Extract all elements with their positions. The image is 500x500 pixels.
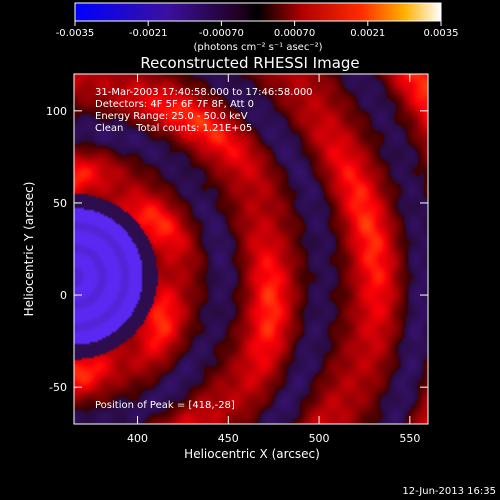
x-axis-label: Heliocentric X (arcsec) [184,447,320,461]
footer-date: 12-Jun-2013 16:35 [402,486,496,497]
y-tick-label: 100 [46,105,67,118]
colorbar-unit-label: (photons cm⁻² s⁻¹ asec⁻²) [193,42,322,53]
heatmap-image [74,74,428,424]
colorbar-tick-label: 0.0021 [350,28,385,39]
colorbar-tick-label: 0.00070 [274,28,315,39]
detectors-label: Detectors: 4F 5F 6F 7F 8F, Att 0 [95,99,254,110]
x-tick-label: 550 [399,432,420,445]
clean-counts-label: Clean Total counts: 1.21E+05 [95,123,252,134]
y-tick-label: -50 [49,381,67,394]
heatmap [74,74,428,424]
colorbar-tick-label: 0.0035 [424,28,459,39]
y-tick-label: 50 [53,197,67,210]
colorbar-tick-label: -0.0035 [56,28,95,39]
time-range-label: 31-Mar-2003 17:40:58.000 to 17:46:58.000 [95,87,313,98]
x-tick-label: 500 [309,432,330,445]
y-tick-label: 0 [60,289,67,302]
chart-title: Reconstructed RHESSI Image [140,54,359,72]
x-tick-label: 450 [218,432,239,445]
axis-ticks: 400 450 500 550 -50 0 50 100 [46,74,428,445]
x-tick-label: 400 [127,432,148,445]
energy-range-label: Energy Range: 25.0 - 50.0 keV [95,111,248,122]
colorbar-ticks: -0.0035 -0.0021 -0.00070 0.00070 0.0021 0.003… [56,21,459,39]
colorbar [74,2,442,22]
plot-frame [73,73,429,425]
peak-position-label: Position of Peak = [418,-28] [95,400,235,411]
colorbar-tick-label: -0.0021 [129,28,168,39]
colorbar-tick-label: -0.00070 [199,28,244,39]
y-axis-label: Heliocentric Y (arcsec) [22,182,36,317]
